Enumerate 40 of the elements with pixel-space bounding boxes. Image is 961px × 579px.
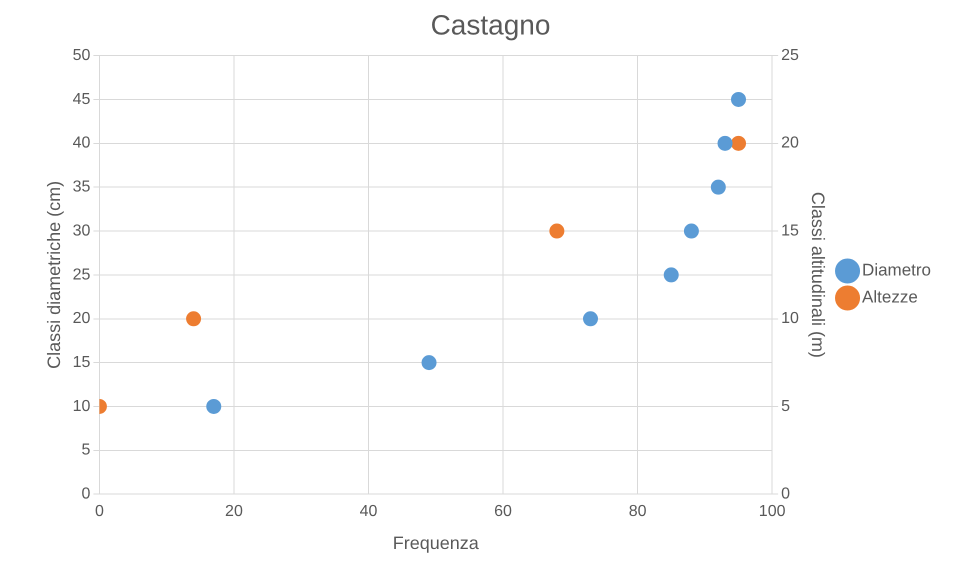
y-tick-label: 50 [72,47,90,64]
point [731,92,746,107]
y-tick-label: 40 [72,134,90,152]
x-tick-label: 20 [225,503,243,520]
x-axis-title: Frequenza [392,533,480,554]
legend-label: Diametro [862,260,932,280]
y-tick-label: 45 [72,90,90,108]
x-tick-label: 100 [758,503,786,520]
y-axis-title: Classi diametriche (cm) [44,180,64,369]
y-tick-label: 15 [72,354,90,372]
x-tick-label: 0 [94,503,104,520]
y2-tick-label: 0 [781,486,790,503]
point [583,311,598,326]
point [549,224,564,239]
y2-tick-label: 15 [781,222,800,240]
point [684,224,699,239]
point [664,267,679,282]
y2-tick-label: 20 [781,134,800,152]
point [206,398,222,414]
y-tick-label: 0 [81,486,90,503]
y2-tick-label: 10 [781,310,800,328]
y2-tick-label: 5 [781,398,790,415]
y-tick-label: 5 [81,442,90,459]
x-tick-label: 80 [628,503,647,520]
y-tick-label: 30 [72,222,90,240]
x-tick-label: 40 [360,503,378,520]
legend-label: Altezze [862,288,918,307]
y-tick-label: 35 [72,178,90,196]
x-tick-label: 60 [494,503,512,520]
y-tick-label: 25 [72,266,90,284]
y2-tick-label: 25 [781,47,800,64]
point [710,180,726,195]
chart-title: Castagno [430,10,550,41]
y-tick-label: 10 [72,398,90,415]
point [422,355,437,370]
point [731,136,746,151]
point [718,136,733,151]
y2-axis-title: Classi altitudinali (m) [808,192,828,358]
y-tick-label: 20 [72,310,90,328]
point [186,311,202,326]
